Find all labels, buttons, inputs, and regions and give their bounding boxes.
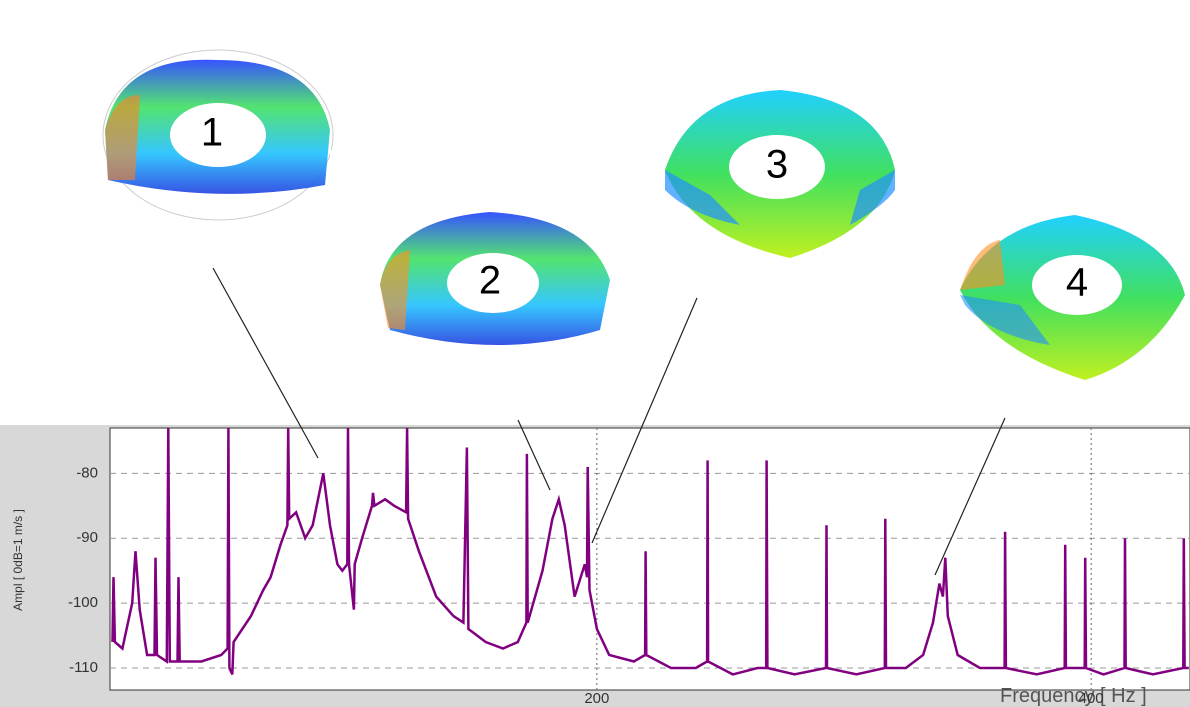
y-axis-label: Ampl [ 0dB=1 m/s ] — [11, 509, 25, 611]
x-axis-label: Frequency [ Hz ] — [1000, 685, 1147, 707]
mode-number: 4 — [1066, 261, 1088, 305]
mode-number: 1 — [201, 111, 223, 155]
mode-number: 2 — [479, 259, 501, 303]
mode-number: 3 — [766, 143, 788, 187]
y-tick-label: -100 — [68, 594, 98, 611]
x-tick-label: 400 — [1079, 690, 1104, 707]
plot-area — [110, 428, 1190, 690]
y-tick-label: -80 — [76, 464, 98, 481]
x-tick-label: 200 — [584, 690, 609, 707]
chart: Ampl [ 0dB=1 m/s ] Frequency [ Hz ] -80 -… — [0, 0, 1190, 707]
mode-shapes — [50, 0, 1190, 415]
y-tick-label: -90 — [76, 529, 98, 546]
y-tick-label: -110 — [69, 659, 98, 676]
